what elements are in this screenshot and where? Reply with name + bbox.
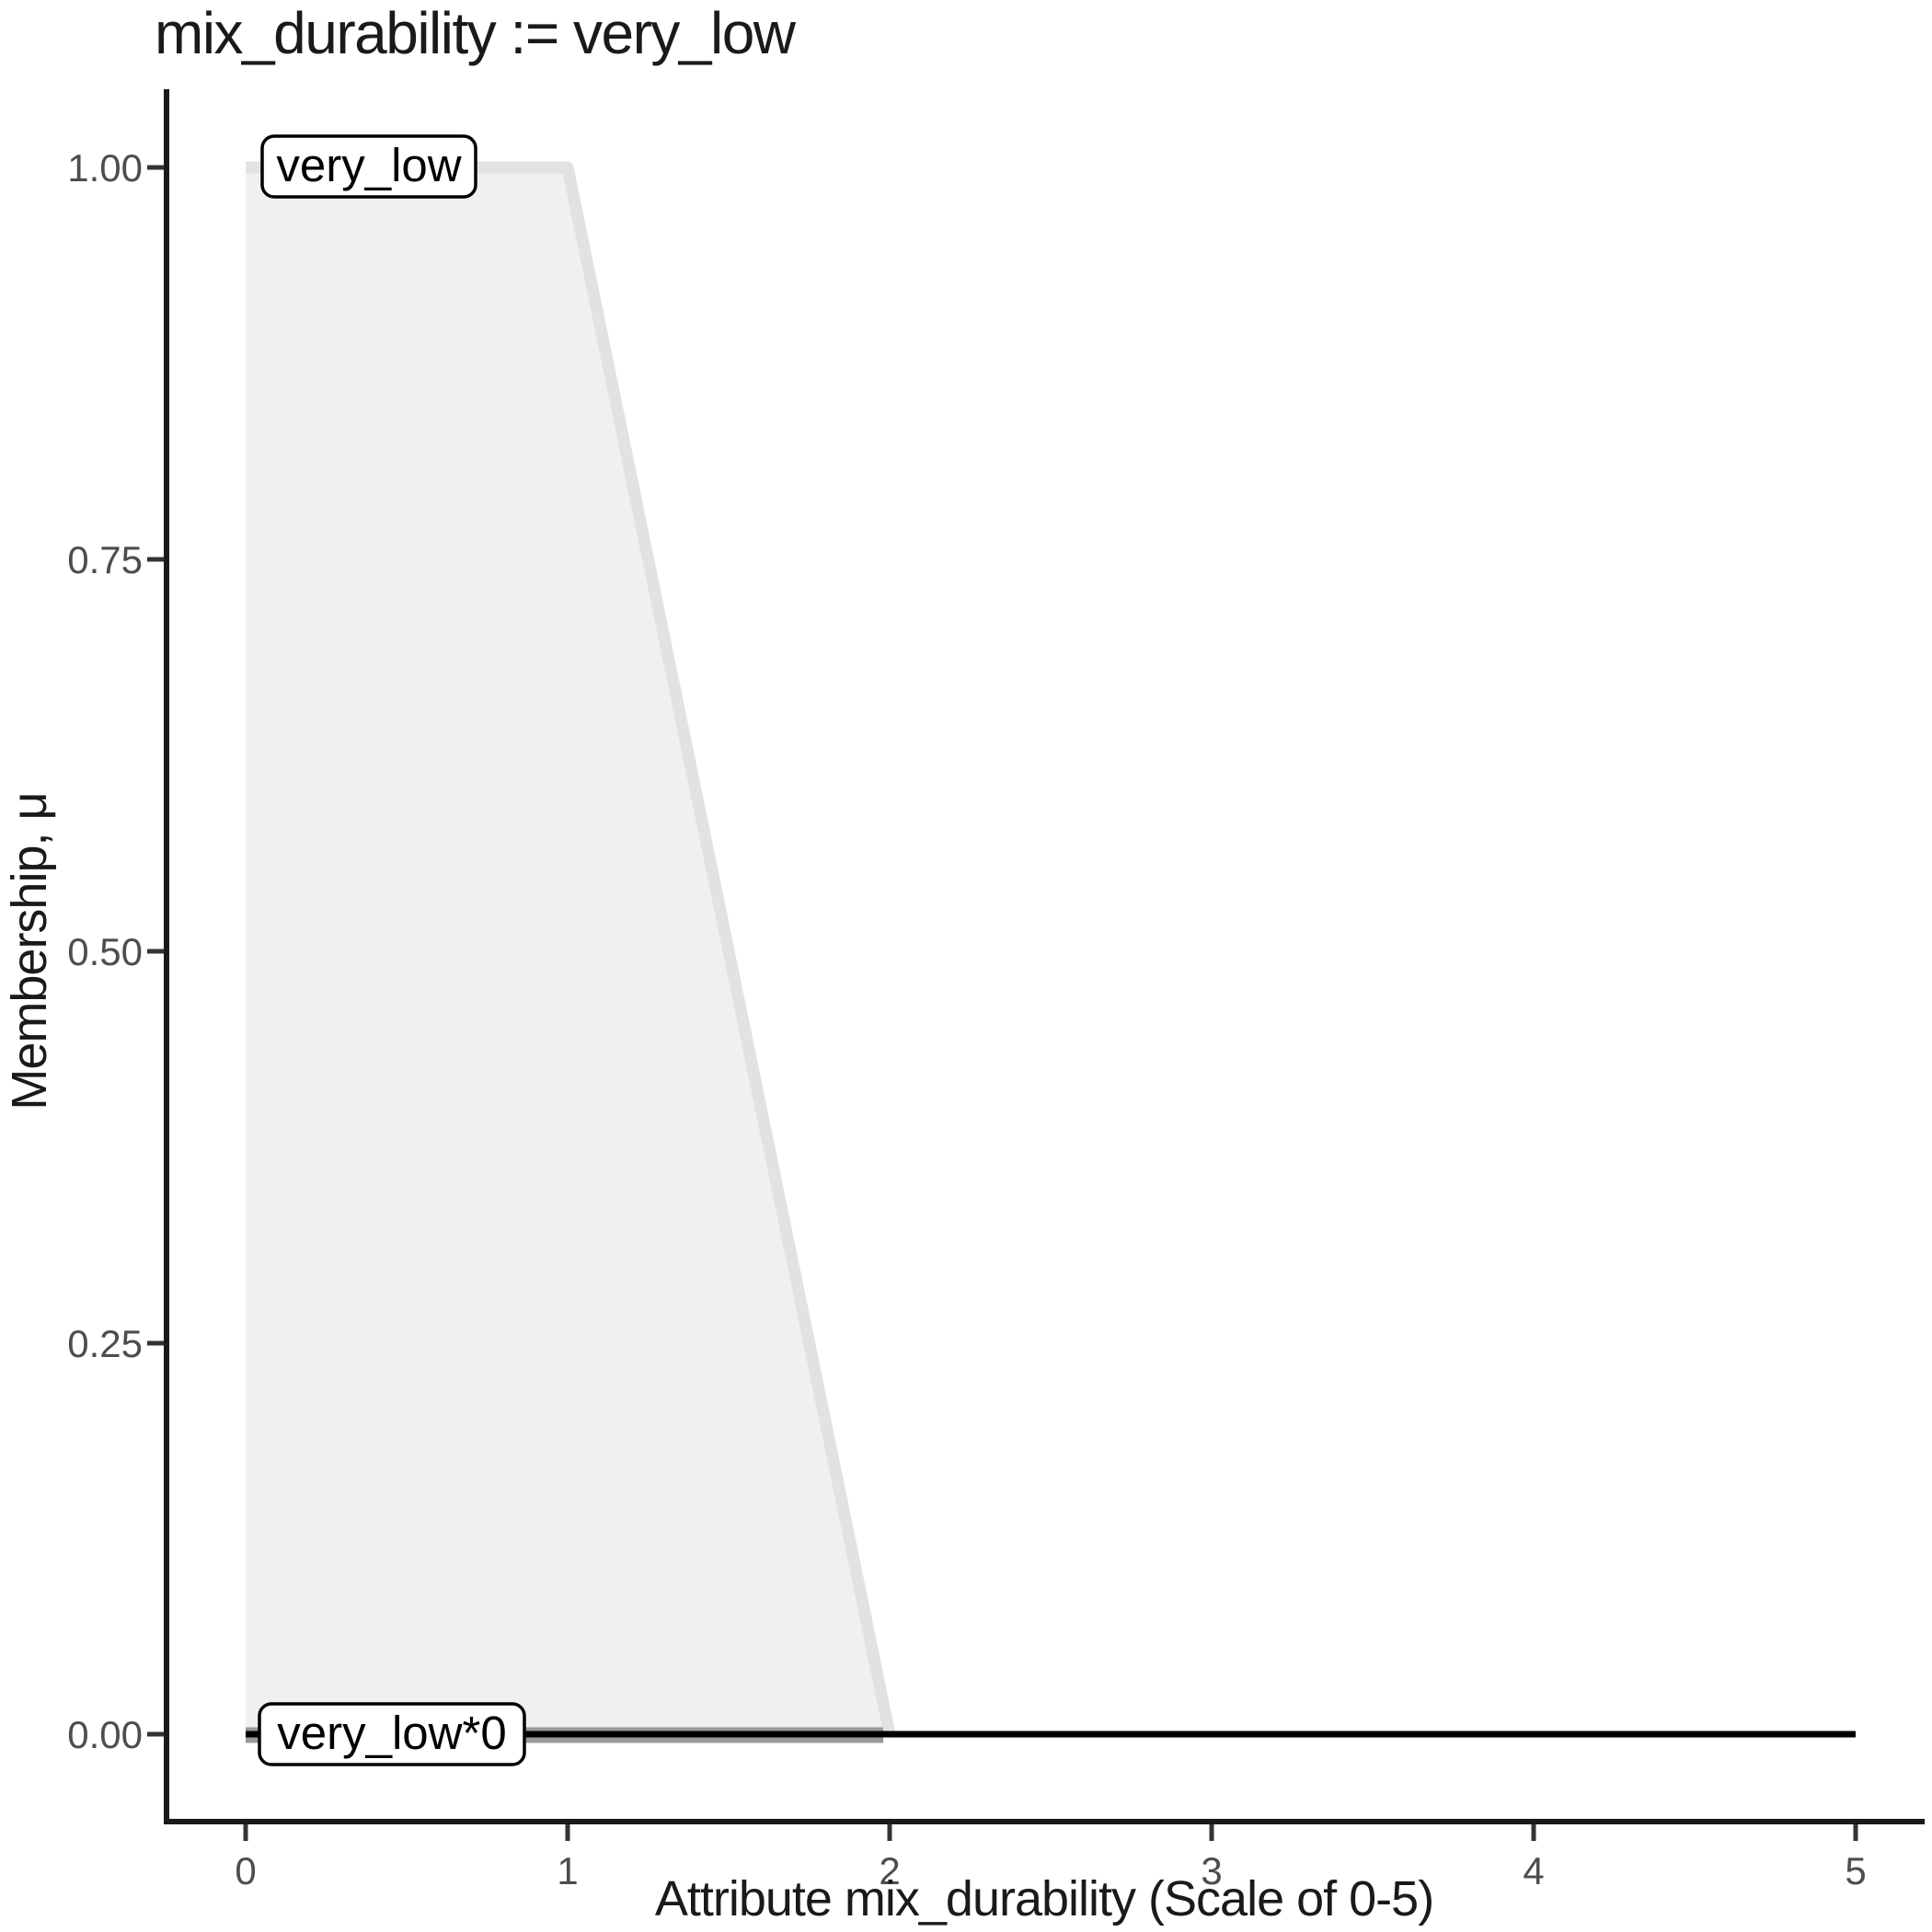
y-tick-label-0.75: 0.75 [67,538,143,581]
x-tick-label-3: 3 [1201,1849,1222,1892]
mf-label-box-very-low [260,134,477,199]
x-tick-label-2: 2 [879,1849,900,1892]
y-axis-title: Membership, μ [2,792,57,1110]
x-tick-label-4: 4 [1523,1849,1544,1892]
x-tick-marks [243,1824,1858,1841]
y-tick-label-0.50: 0.50 [67,930,143,973]
x-tick-labels: 0 1 2 3 4 5 [235,1849,1866,1892]
mf-label-very-low-times-0: very_low*0 [258,1702,526,1766]
mf-label-very-low: very_low [260,134,477,199]
chart-title: mix_durability := very_low [155,0,797,66]
mf-label-box-very-low-times-0 [258,1702,526,1766]
x-axis-title: Attribute mix_durability (Scale of 0-5) [655,1871,1433,1926]
x-tick-label-1: 1 [557,1849,578,1892]
mf-label-text-very-low: very_low [276,139,461,191]
y-tick-labels: 1.00 0.75 0.50 0.25 0.00 [67,146,143,1756]
y-tick-label-0.25: 0.25 [67,1322,143,1365]
x-tick-label-5: 5 [1845,1849,1866,1892]
y-tick-label-0.00: 0.00 [67,1713,143,1756]
x-tick-label-0: 0 [235,1849,256,1892]
y-tick-label-1.00: 1.00 [67,146,143,190]
mf-label-text-very-low-times-0: very_low*0 [277,1707,506,1759]
membership-area-very-low [246,167,890,1734]
y-tick-marks [147,165,164,1737]
